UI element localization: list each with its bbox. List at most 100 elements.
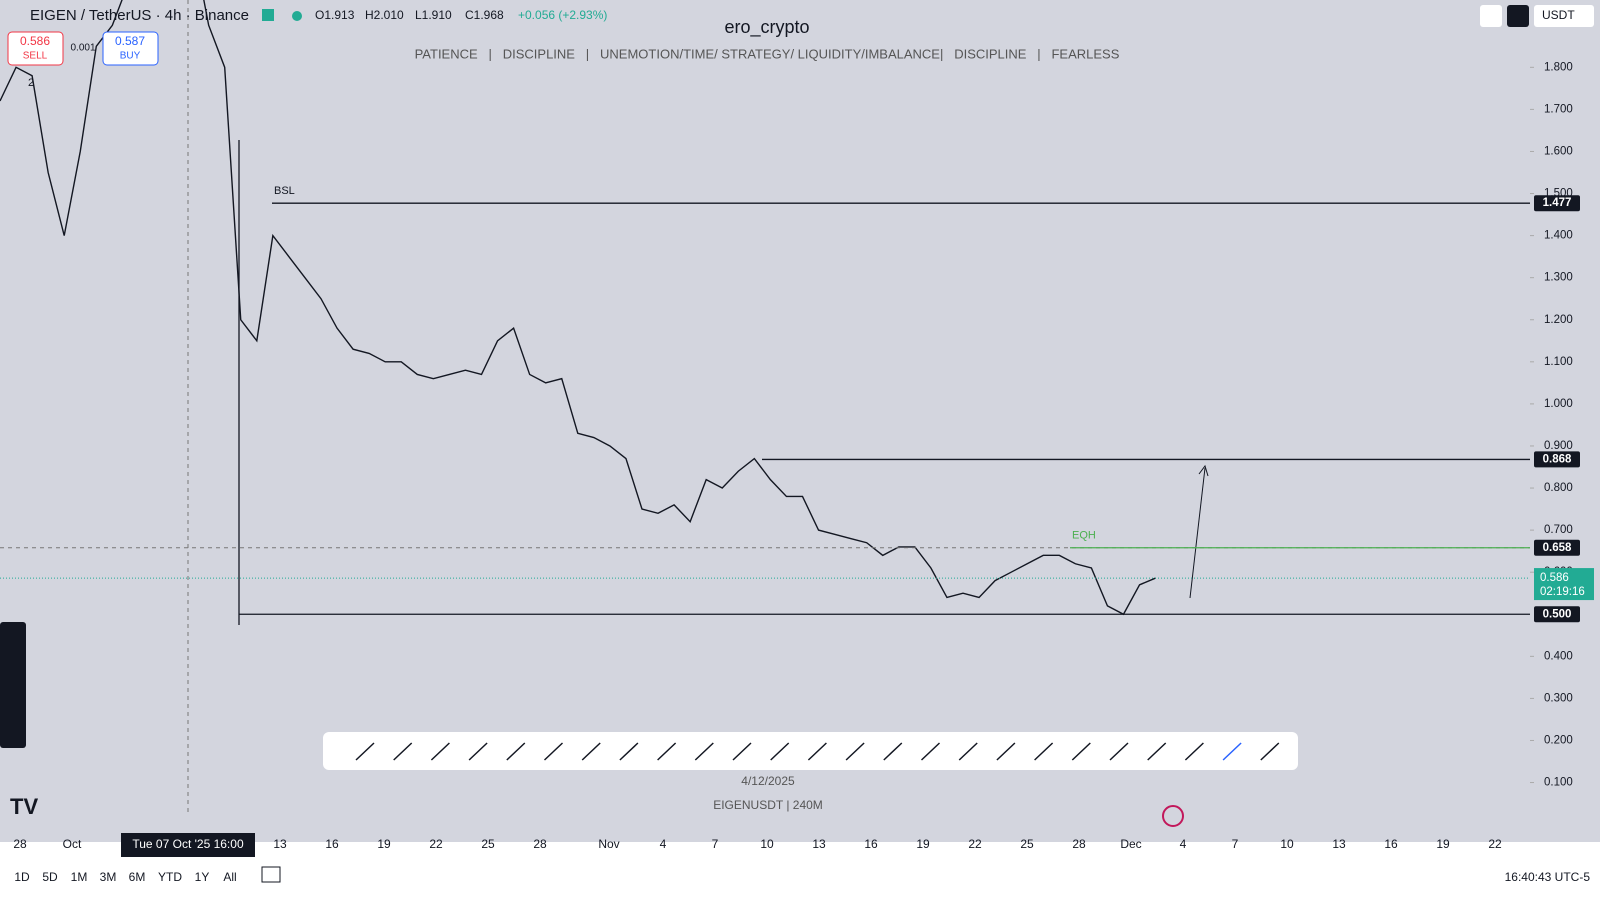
y-tick-label: 0.200 [1544, 735, 1573, 747]
tool-icon[interactable] [1147, 742, 1167, 761]
y-tick-label: 0.300 [1544, 692, 1573, 704]
watermark-subtitle: PATIENCE | DISCIPLINE | UNEMOTION/TIME/ … [415, 46, 1120, 61]
sell-button[interactable] [7, 31, 64, 66]
tool-icon[interactable] [883, 742, 903, 761]
range-button[interactable]: All [223, 870, 236, 884]
x-tick-label: Oct [63, 837, 82, 851]
download-button[interactable] [1480, 5, 1502, 27]
tool-icon[interactable] [581, 742, 601, 761]
x-tick-label: 16 [1384, 837, 1398, 851]
status-flag [262, 9, 274, 21]
tool-icon[interactable] [996, 742, 1016, 761]
tool-icon[interactable] [619, 742, 639, 761]
x-tick-label: 22 [429, 837, 443, 851]
sell-price: 0.586 [20, 34, 50, 48]
x-tick-label: Nov [598, 837, 619, 851]
tool-icon[interactable] [807, 742, 827, 761]
range-button[interactable]: 3M [100, 870, 117, 884]
tool-icon[interactable] [732, 742, 752, 761]
x-tick-label: 28 [1072, 837, 1086, 851]
bottom-bar [0, 842, 1600, 900]
drawing-toolbar[interactable] [323, 732, 1298, 770]
range-button[interactable]: 6M [129, 870, 146, 884]
footer-date: 4/12/2025 [741, 774, 795, 788]
last-price-label: 0.586 [1540, 572, 1569, 584]
tool-icon[interactable] [1071, 742, 1091, 761]
level-name: BSL [274, 185, 295, 197]
tool-icon[interactable] [920, 742, 941, 761]
y-tick-label: 1.200 [1544, 314, 1573, 326]
calendar-icon[interactable] [261, 866, 281, 883]
spread: 0.001 [70, 43, 95, 54]
range-button[interactable]: 1M [71, 870, 88, 884]
toolbar-icons [355, 742, 1280, 761]
side-tools[interactable] [0, 622, 26, 748]
y-tick-label: 0.700 [1544, 524, 1573, 536]
x-tick-label: 28 [533, 837, 547, 851]
ohlc-open: O1.913 [315, 8, 355, 22]
x-tick-label: 25 [481, 837, 495, 851]
y-tick-label: 0.900 [1544, 440, 1573, 452]
tool-icon[interactable] [468, 742, 488, 761]
x-tick-label: 22 [968, 837, 982, 851]
last-price-bg [1534, 568, 1594, 601]
level-label: 1.477 [1543, 197, 1572, 209]
level-name: EQH [1072, 530, 1096, 542]
x-tick-label: 13 [1332, 837, 1346, 851]
x-tick-label: 13 [812, 837, 826, 851]
range-button[interactable]: 5D [42, 870, 58, 884]
currency: USDT [1542, 8, 1575, 22]
x-tick-label: 10 [760, 837, 774, 851]
tool-icon[interactable] [1109, 742, 1129, 761]
tool-icon[interactable] [958, 742, 978, 761]
ohlc-high: H2.010 [365, 8, 404, 22]
range-button[interactable]: 1Y [195, 870, 210, 884]
tool-icon[interactable] [1034, 742, 1054, 761]
tool-icon[interactable] [694, 742, 714, 761]
chart: 1.8001.7001.6001.5001.4001.3001.2001.100… [0, 0, 1594, 857]
range-button[interactable]: 1D [14, 870, 30, 884]
x-tick-label: 19 [1436, 837, 1450, 851]
currency-button[interactable] [1534, 5, 1594, 27]
tool-icon[interactable] [430, 742, 450, 761]
level-label-bg [1534, 539, 1580, 556]
buy-label: BUY [120, 51, 141, 62]
x-tick-label: Dec [1120, 837, 1141, 851]
indicator-count: 2 [28, 77, 34, 89]
tool-icon[interactable] [657, 742, 677, 761]
tool-icon[interactable] [393, 742, 413, 761]
tool-icon[interactable] [770, 742, 790, 761]
tool-icon[interactable] [506, 742, 526, 761]
x-tick-label: 4 [1180, 837, 1187, 851]
level-label: 0.500 [1543, 608, 1572, 620]
y-tick-label: 1.000 [1544, 398, 1573, 410]
ohlc-close: C1.968 [465, 8, 504, 22]
y-tick-label: 1.300 [1544, 272, 1573, 284]
sync-button[interactable] [1507, 5, 1529, 27]
x-tick-label: 19 [377, 837, 391, 851]
x-tick-label: 13 [273, 837, 287, 851]
symbol: EIGEN / TetherUS · 4h · Binance [30, 7, 249, 24]
ohlc-change: +0.056 (+2.93%) [518, 8, 607, 22]
tool-icon[interactable] [845, 742, 865, 761]
tool-icon[interactable] [1260, 742, 1280, 761]
x-tick-label: 19 [916, 837, 930, 851]
level-label-bg [1534, 606, 1580, 623]
arrow-head [1198, 464, 1209, 477]
x-tick-label: 25 [1020, 837, 1034, 851]
countdown: 02:19:16 [1540, 586, 1585, 598]
y-tick-label: 0.100 [1544, 777, 1573, 789]
range-button[interactable]: YTD [158, 870, 182, 884]
tool-icon[interactable] [543, 742, 564, 761]
tool-icon[interactable] [1184, 742, 1204, 761]
alert-icon[interactable] [1162, 805, 1184, 827]
y-tick-label: 0.400 [1544, 650, 1573, 662]
buy-button[interactable] [102, 31, 159, 66]
buy-price: 0.587 [115, 34, 145, 48]
crosshair-label-bg [121, 833, 255, 857]
y-tick-label: 1.400 [1544, 230, 1573, 242]
tool-icon[interactable] [355, 742, 375, 761]
tool-icon[interactable] [1222, 742, 1242, 761]
y-tick-label: 1.800 [1544, 61, 1573, 73]
x-tick-label: 22 [1488, 837, 1502, 851]
